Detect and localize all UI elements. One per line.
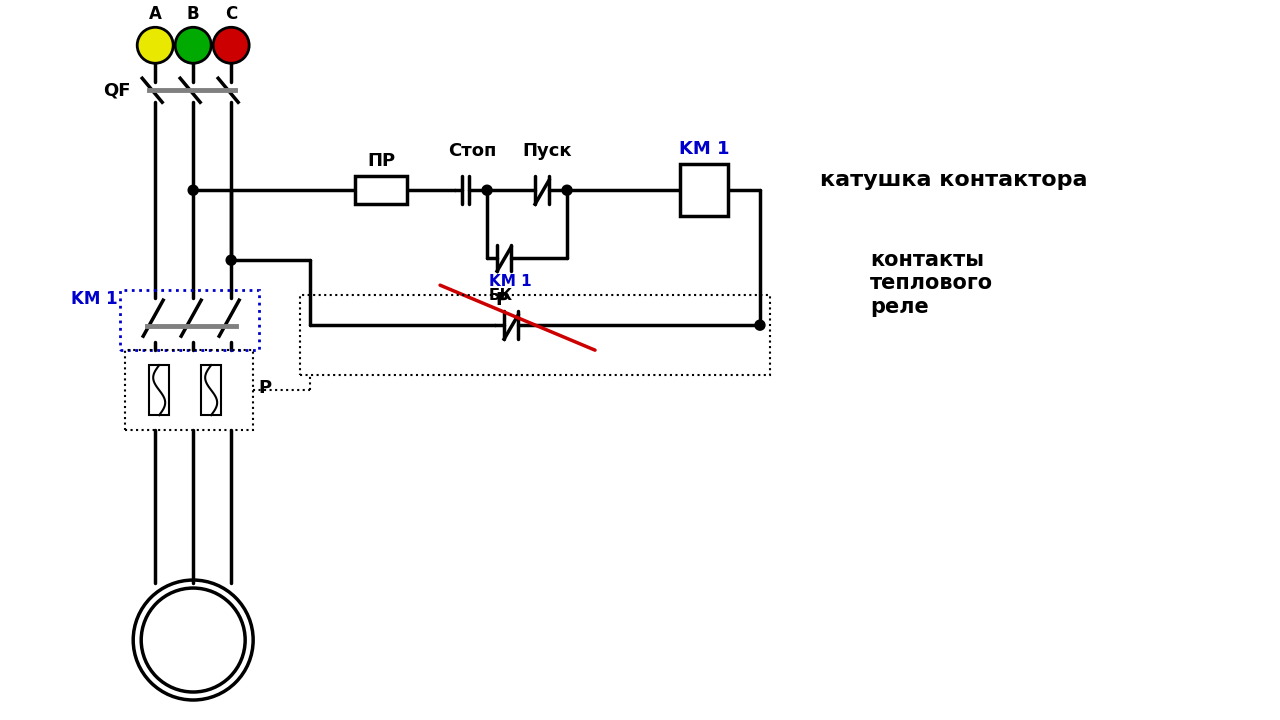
Bar	[125, 350, 253, 430]
Text: KM 1: KM 1	[70, 290, 118, 308]
Text: Пуск: Пуск	[522, 143, 572, 161]
Bar	[150, 365, 169, 415]
Text: QF: QF	[102, 81, 131, 99]
Circle shape	[188, 185, 198, 195]
Circle shape	[175, 27, 211, 63]
Text: KM 1: KM 1	[678, 140, 730, 158]
Bar	[300, 295, 771, 375]
Circle shape	[227, 255, 237, 265]
Text: ПР: ПР	[367, 152, 396, 170]
Text: M: M	[179, 626, 207, 654]
Text: B: B	[187, 5, 200, 23]
Text: A: A	[148, 5, 161, 23]
Text: контакты
теплового
реле: контакты теплового реле	[870, 250, 993, 317]
Text: катушка контактора: катушка контактора	[820, 170, 1088, 190]
Circle shape	[483, 185, 492, 195]
Text: C: C	[225, 5, 237, 23]
Circle shape	[755, 320, 765, 330]
Bar	[680, 164, 728, 216]
Text: P: P	[259, 379, 271, 397]
Bar	[120, 290, 259, 350]
Circle shape	[214, 27, 250, 63]
Bar	[355, 176, 407, 204]
Text: Стоп: Стоп	[448, 143, 497, 161]
Circle shape	[562, 185, 572, 195]
Text: KM 1: KM 1	[489, 274, 531, 289]
Bar	[201, 365, 221, 415]
Circle shape	[137, 27, 173, 63]
Circle shape	[141, 588, 246, 692]
Text: P: P	[495, 291, 508, 309]
Text: БК: БК	[489, 288, 513, 303]
